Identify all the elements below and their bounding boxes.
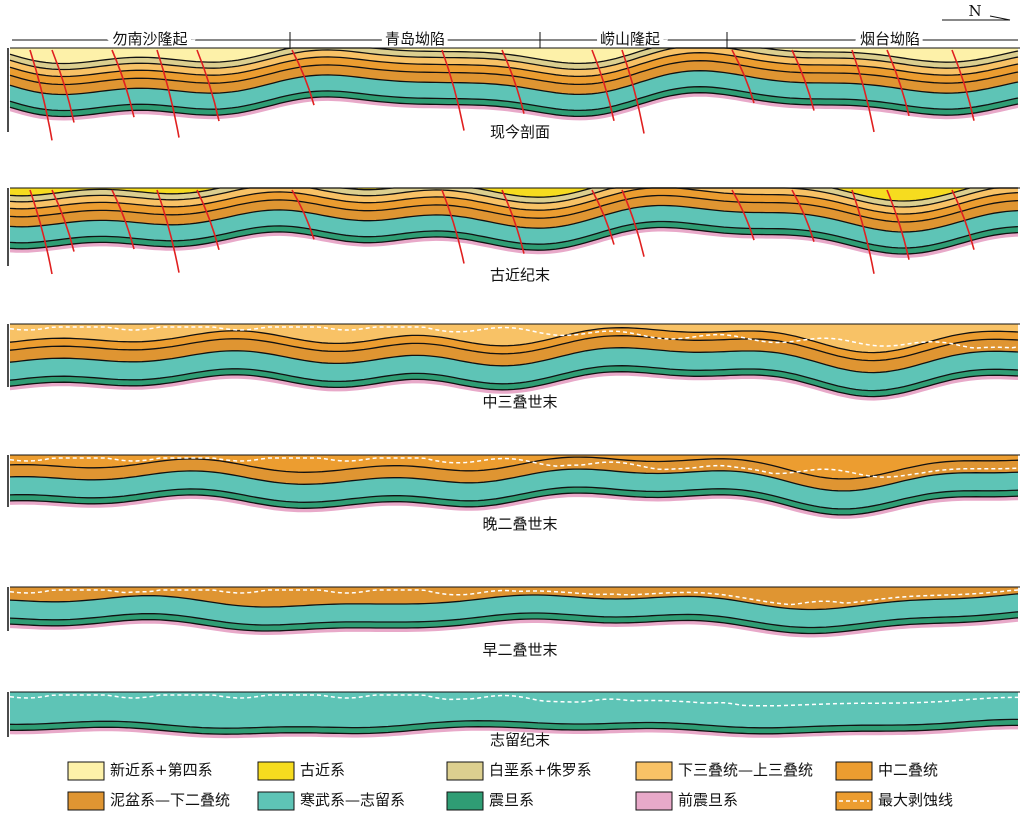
unit-label: 勿南沙隆起 — [112, 30, 187, 48]
legend-swatch — [447, 792, 483, 810]
legend-swatch — [258, 762, 294, 780]
section-caption: 晚二叠世末 — [482, 515, 557, 533]
legend-swatch — [447, 762, 483, 780]
cross-section — [8, 587, 1020, 638]
unit-label: 崂山隆起 — [600, 30, 660, 48]
legend-label: 古近系 — [300, 761, 345, 779]
legend-label: 泥盆系—下二叠统 — [110, 791, 230, 809]
section-caption: 早二叠世末 — [482, 641, 557, 659]
north-arrow — [990, 16, 1010, 20]
legend-label: 前震旦系 — [678, 791, 738, 809]
legend-label: 中二叠统 — [878, 761, 938, 779]
unit-label: 青岛坳陷 — [385, 30, 445, 48]
legend-swatch — [636, 792, 672, 810]
legend-swatch — [636, 762, 672, 780]
legend-label: 下三叠统—上三叠统 — [678, 761, 813, 779]
cross-section — [8, 455, 1020, 519]
section-caption: 志留纪末 — [490, 731, 550, 749]
legend: 新近系+第四系 古近系 白垩系+侏罗系 下三叠统—上三叠统 中二叠统泥盆系—下二叠统 寒武… — [68, 761, 953, 810]
unit-label: 烟台坳陷 — [860, 30, 920, 48]
legend-label: 寒武系—志留系 — [300, 791, 405, 809]
cross-section — [8, 324, 1020, 401]
legend-label: 震旦系 — [489, 791, 534, 809]
diagram: N 勿南沙隆起 青岛坳陷 崂山隆起 烟台坳陷 新近系+第四系 古近系 白垩系+侏罗系… — [0, 0, 1027, 816]
legend-swatch — [68, 792, 104, 810]
legend-label: 新近系+第四系 — [110, 761, 213, 779]
section-caption: 古近纪末 — [490, 266, 550, 284]
north-label: N — [968, 2, 981, 20]
section-caption: 现今剖面 — [490, 123, 550, 141]
legend-swatch — [836, 762, 872, 780]
legend-label: 最大剥蚀线 — [878, 791, 953, 809]
legend-swatch — [68, 762, 104, 780]
cross-section — [8, 188, 1020, 274]
legend-swatch — [258, 792, 294, 810]
section-caption: 中三叠世末 — [482, 393, 557, 411]
legend-label: 白垩系+侏罗系 — [489, 761, 592, 779]
